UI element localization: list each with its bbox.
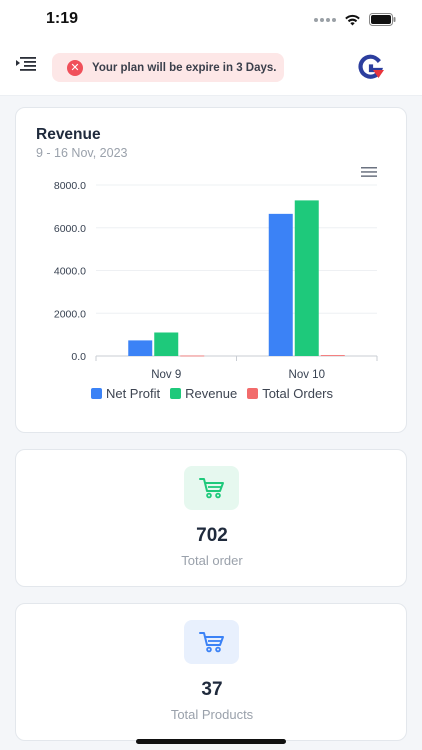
bar (294, 200, 319, 356)
bar (154, 332, 179, 356)
total-products-card[interactable]: 37 Total Products (15, 603, 407, 741)
legend-label: Net Profit (105, 386, 161, 401)
y-tick-label: 8000.0 (54, 180, 86, 192)
x-tick-label: Nov 9 (151, 369, 181, 381)
y-tick-label: 6000.0 (54, 223, 86, 235)
y-tick-label: 2000.0 (54, 308, 86, 320)
revenue-chart: 8000.0 6000.0 4000.0 2000.0 0.0 Nov 9 Nov 10 (54, 180, 378, 381)
legend-label: Total Orders (262, 386, 334, 401)
status-time: 1:19 (46, 10, 79, 27)
total-products-label: Total Products (170, 707, 254, 722)
cellular-signal-icon (314, 17, 336, 22)
y-tick-label: 0.0 (71, 351, 86, 363)
plan-expiry-alert[interactable]: ✕ Your plan will be expire in 3 Days. (52, 53, 284, 82)
total-order-label: Total order (181, 553, 243, 568)
home-indicator[interactable] (136, 739, 286, 744)
legend-item[interactable]: Revenue (170, 386, 237, 401)
chart-subtitle: 9 - 16 Nov, 2023 (36, 146, 128, 160)
legend-item[interactable]: Total Orders (247, 386, 333, 401)
wifi-icon (345, 14, 360, 25)
plan-alert-text: Your plan will be expire in 3 Days. (92, 61, 277, 74)
total-order-value: 702 (196, 525, 228, 546)
legend-label: Revenue (185, 386, 238, 401)
bar (128, 340, 153, 356)
legend-swatch (170, 388, 182, 399)
product-icon-box (184, 620, 239, 664)
cart-icon (198, 632, 224, 653)
close-icon[interactable]: ✕ (67, 59, 83, 76)
legend-swatch (247, 388, 259, 399)
status-icons (314, 13, 396, 26)
legend-swatch (90, 388, 102, 399)
status-bar: 1:19 (0, 0, 422, 38)
bar (268, 213, 293, 356)
chart-title: Revenue (36, 126, 101, 143)
chart-legend: Net Profit Revenue Total Orders (16, 386, 408, 401)
revenue-card: Revenue 9 - 16 Nov, 2023 8000.0 6000.0 400… (15, 107, 407, 433)
menu-toggle-icon[interactable] (16, 56, 36, 72)
chart-menu-icon[interactable] (361, 166, 377, 178)
battery-icon (369, 13, 396, 26)
brand-logo[interactable] (356, 54, 386, 80)
bar (180, 355, 205, 357)
legend-item[interactable]: Net Profit (90, 386, 161, 401)
total-products-value: 37 (201, 679, 223, 700)
app-header: ✕ Your plan will be expire in 3 Days. (0, 38, 422, 96)
cart-icon (198, 478, 224, 499)
order-icon-box (184, 466, 239, 510)
x-tick-label: Nov 10 (289, 369, 325, 381)
bar (320, 355, 345, 356)
total-order-card[interactable]: 702 Total order (15, 449, 407, 587)
y-tick-label: 4000.0 (54, 266, 86, 278)
